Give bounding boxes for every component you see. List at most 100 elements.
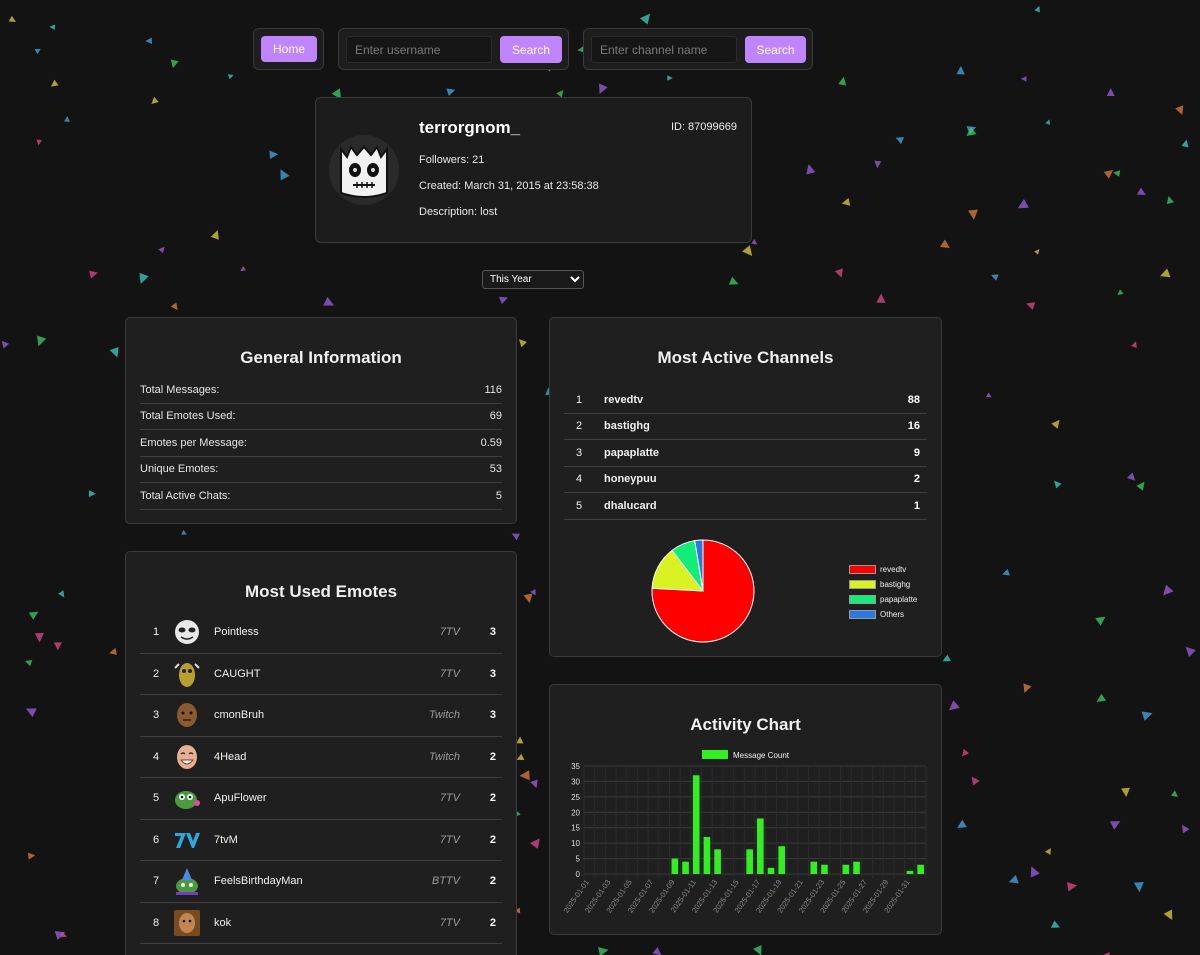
activity-bar	[757, 818, 764, 874]
confetti-piece	[1181, 139, 1189, 148]
confetti-piece	[89, 270, 98, 279]
emote-count: 3	[489, 626, 496, 639]
emote-provider: 7TV	[439, 916, 460, 929]
channel-row[interactable]: 5 dhalucard 1	[564, 493, 927, 520]
confetti-piece	[511, 533, 520, 541]
emote-row[interactable]: 8 kok 7TV 2	[140, 903, 502, 944]
emote-row[interactable]: 2 CAUGHT 7TV 3	[140, 654, 502, 695]
period-select[interactable]: This Year	[482, 270, 584, 289]
confetti-piece	[516, 736, 524, 744]
confetti-piece	[1136, 187, 1146, 196]
pie-legend-label: revedtv	[880, 565, 907, 574]
emote-name: 7tvM	[214, 833, 238, 846]
confetti-piece	[170, 59, 179, 69]
emote-name: FeelsBirthdayMan	[214, 875, 303, 888]
confetti-piece	[518, 339, 528, 348]
emote-rank: 7	[152, 875, 160, 888]
emote-provider: Twitch	[429, 750, 460, 763]
confetti-piece	[331, 88, 342, 100]
confetti-piece	[1054, 480, 1062, 489]
emote-row[interactable]: 4 4Head Twitch 2	[140, 737, 502, 778]
emote-rank: 4	[152, 750, 160, 763]
channel-name-input[interactable]	[591, 36, 737, 63]
confetti-piece	[1095, 616, 1106, 626]
channel-name[interactable]: revedtv	[604, 393, 644, 406]
apuflower-emote-icon	[175, 791, 200, 810]
confetti-piece	[753, 945, 762, 955]
channel-name[interactable]: honeypuu	[604, 473, 657, 486]
channel-rank: 2	[575, 420, 583, 433]
confetti-piece	[806, 164, 816, 175]
general-info-row: Total Emotes Used: 69	[140, 404, 502, 430]
home-button[interactable]: Home	[261, 36, 317, 62]
channel-row[interactable]: 2 bastighg 16	[564, 414, 927, 440]
emote-image	[172, 659, 202, 689]
pie-slice-others	[694, 539, 704, 592]
pie-legend-item: papaplatte	[849, 595, 917, 604]
activity-bar	[746, 849, 753, 874]
confetti-piece	[1067, 881, 1078, 892]
confetti-piece	[599, 83, 608, 94]
activity-bar	[671, 858, 679, 874]
channel-count: 1	[913, 499, 920, 512]
confetti-piece	[170, 302, 178, 311]
confetti-piece	[181, 530, 187, 535]
channel-count: 2	[913, 473, 920, 486]
emote-row[interactable]: 3 cmonBruh Twitch 3	[140, 695, 502, 737]
cmonbruh-emote-icon	[177, 703, 197, 728]
confetti-piece	[34, 632, 44, 643]
kok-emote-icon	[174, 909, 200, 936]
confetti-piece	[269, 150, 279, 160]
general-info-value: 0.59	[480, 436, 502, 449]
emote-row[interactable]: 6 7tvM 7TV 2	[140, 820, 502, 861]
general-info-value: 53	[489, 463, 502, 476]
emote-row[interactable]: 5 ApuFlower 7TV 2	[140, 778, 502, 820]
pie-legend-label: papaplatte	[880, 595, 918, 604]
confetti-piece	[985, 392, 992, 398]
confetti-piece	[516, 753, 525, 760]
confetti-piece	[1117, 289, 1124, 296]
most-used-emotes-title: Most Used Emotes	[244, 582, 398, 601]
pointless-emote-icon	[175, 620, 199, 645]
pie-legend-item: revedtv	[849, 565, 906, 574]
confetti-piece	[1109, 821, 1121, 830]
emote-rank: 5	[152, 792, 160, 805]
user-search-button[interactable]: Search	[500, 36, 562, 63]
channel-row[interactable]: 4 honeypuu 2	[564, 467, 927, 493]
confetti-piece	[957, 819, 967, 829]
emote-row[interactable]: 1 Pointless 7TV 3	[140, 612, 502, 654]
activity-bar	[853, 861, 860, 874]
channel-name[interactable]: bastighg	[604, 420, 650, 433]
confetti-piece	[1, 340, 10, 349]
confetti-piece	[1171, 790, 1179, 798]
channel-row[interactable]: 1 revedtv 88	[564, 387, 927, 414]
confetti-piece	[1051, 920, 1060, 928]
emote-count: 3	[489, 709, 496, 722]
confetti-piece	[1017, 199, 1029, 209]
emote-count: 2	[489, 875, 496, 888]
emote-rank: 2	[152, 667, 160, 680]
channel-name[interactable]: dhalucard	[604, 499, 657, 512]
confetti-piece	[577, 46, 585, 53]
confetti-piece	[966, 126, 977, 137]
general-info-label: Total Messages:	[140, 383, 220, 396]
confetti-piece	[1121, 787, 1130, 797]
confetti-piece	[1113, 170, 1121, 177]
channel-row[interactable]: 3 papaplatte 9	[564, 440, 927, 467]
channel-name[interactable]: papaplatte	[604, 446, 660, 459]
channel-search-button[interactable]: Search	[745, 36, 806, 63]
emote-row[interactable]: 7 FeelsBirthdayMan BTTV 2	[140, 861, 502, 903]
confetti-piece	[530, 589, 536, 596]
confetti-piece	[1185, 646, 1196, 657]
confetti-piece	[1163, 584, 1174, 596]
confetti-piece	[1020, 76, 1027, 82]
confetti-piece	[25, 708, 37, 718]
y-tick-label: 25	[571, 793, 580, 802]
emote-rank: 6	[152, 833, 160, 846]
emote-provider: 7TV	[439, 833, 460, 846]
y-tick-label: 35	[571, 762, 580, 771]
emote-provider: 7TV	[439, 667, 460, 680]
confetti-piece	[971, 776, 980, 786]
pie-legend-label: Others	[880, 610, 905, 619]
username-input[interactable]	[346, 36, 492, 63]
